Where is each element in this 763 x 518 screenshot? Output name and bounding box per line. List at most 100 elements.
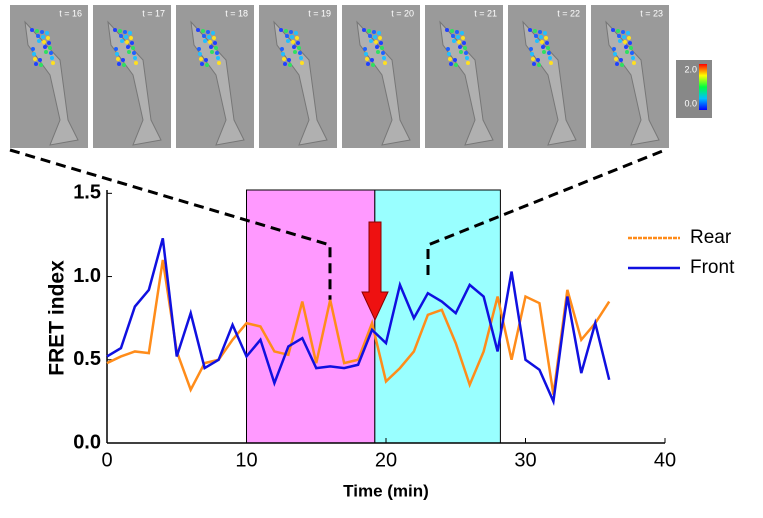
fret-pixel [548,56,552,60]
fret-pixel [529,47,533,51]
fret-pixel [368,34,372,38]
fret-pixel [294,31,298,35]
fret-pixel [51,61,55,65]
fret-pixel [206,30,210,34]
fret-pixel [381,51,385,55]
fret-pixel [204,58,208,62]
fret-pixel [448,57,452,61]
y-axis-title: FRET index [46,260,69,376]
fret-pixel [464,51,468,55]
micrograph: t = 21 [425,5,503,148]
panel-label: t = 22 [557,8,580,18]
x-tick-label: 10 [235,449,257,471]
fret-pixel [378,36,382,40]
fret-pixel [46,36,50,40]
fret-pixel [532,62,536,66]
fret-pixel [366,62,370,66]
fret-pixel [369,39,373,43]
fret-pixel [371,63,375,67]
fret-pixel [296,41,300,45]
panel-bg [425,5,503,148]
fret-pixel [47,41,51,45]
fret-pixel [45,31,49,35]
panel-label: t = 21 [474,8,497,18]
fret-pixel [614,57,618,61]
data-line [106,259,611,395]
fret-pixel [131,46,135,50]
fret-pixel [536,58,540,62]
fret-pixel [626,31,630,35]
fret-pixel [383,61,387,65]
panel-bg [591,5,669,148]
fret-pixel [298,51,302,55]
connector [426,148,666,275]
fret-pixel [214,46,218,50]
fret-pixel [620,63,624,67]
fret-pixel [281,52,285,56]
x-axis-title: Time (min) [343,481,429,500]
y-tick-label: 0.5 [73,348,101,370]
fret-pixel [452,39,456,43]
fret-pixel [542,50,546,54]
fret-pixel [531,57,535,61]
fret-pixel [615,62,619,66]
fret-pixel [34,62,38,66]
panel-label: t = 17 [142,8,165,18]
fret-pixel [209,45,213,49]
fret-pixel [208,40,212,44]
shaded-region [374,189,501,444]
fret-pixel [618,39,622,43]
fret-pixel [295,36,299,40]
fret-pixel [35,29,39,33]
fret-pixel [533,29,537,33]
panel-label: t = 18 [225,8,248,18]
fret-pixel [611,28,615,32]
fret-pixel [544,36,548,40]
fret-pixel [372,30,376,34]
fret-pixel [116,57,120,61]
fret-pixel [623,40,627,44]
fret-pixel [631,56,635,60]
fret-pixel [454,63,458,67]
micrograph: t = 20 [342,5,420,148]
image-strip: t = 16 t = 17 t = 18 t = 19 t = 20 t = 21 t = … [10,5,712,148]
fret-pixel [38,58,42,62]
fret-pixel [118,29,122,33]
fret-pixel [289,30,293,34]
fret-pixel [546,46,550,50]
fret-pixel [198,52,202,56]
fret-pixel [630,51,634,55]
fret-pixel [128,31,132,35]
fret-pixel [291,40,295,44]
fret-pixel [549,61,553,65]
fret-pixel [292,45,296,49]
fret-pixel [286,39,290,43]
panel-label: t = 20 [391,8,414,18]
fret-pixel [133,56,137,60]
fret-pixel [621,30,625,34]
fret-pixel [199,57,203,61]
fret-pixel [530,52,534,56]
fret-pixel [627,36,631,40]
fret-pixel [297,46,301,50]
fret-pixel [458,45,462,49]
fret-pixel [124,35,128,39]
fret-pixel [202,34,206,38]
fret-pixel [374,40,378,44]
fret-pixel [123,30,127,34]
panel-bg [342,5,420,148]
fret-pixel [125,40,129,44]
fret-pixel [117,62,121,66]
fret-pixel [49,51,53,55]
fret-pixel [205,63,209,67]
fret-pixel [126,45,130,49]
fret-pixel [119,34,123,38]
fret-pixel [212,36,216,40]
fret-pixel [447,52,451,56]
connector [9,148,332,300]
fret-pixel [288,63,292,67]
micrograph: t = 18 [176,5,254,148]
colorbar-label: 0.0 [684,98,697,108]
fret-pixel [466,61,470,65]
fret-pixel [362,28,366,32]
